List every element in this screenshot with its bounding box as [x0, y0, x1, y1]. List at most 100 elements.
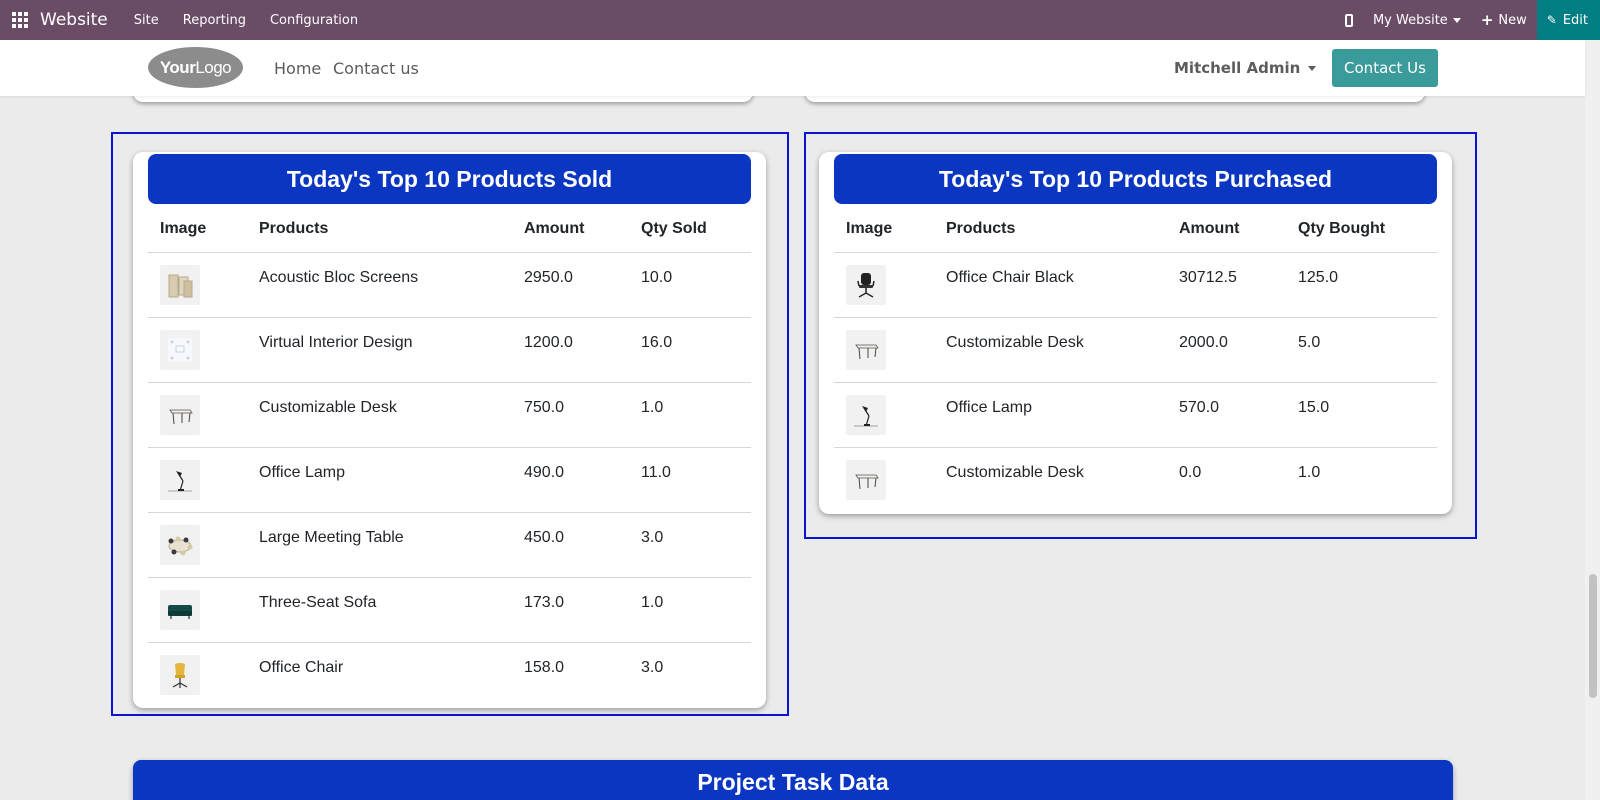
website-switcher[interactable]: My Website: [1369, 13, 1471, 28]
table-row[interactable]: Office Chair Black 30712.5 125.0: [834, 253, 1437, 318]
product-name: Customizable Desk: [259, 398, 397, 416]
caret-down-icon: [1308, 65, 1317, 71]
site-logo[interactable]: Your Logo: [148, 47, 243, 88]
product-amount: 173.0: [524, 593, 565, 611]
mobile-preview-icon[interactable]: [1329, 0, 1369, 40]
project-task-title: Project Task Data: [133, 760, 1453, 800]
screens-icon: [160, 265, 200, 305]
caret-down-icon: [1452, 17, 1461, 23]
purchased-card-title: Today's Top 10 Products Purchased: [834, 154, 1437, 204]
website-header: Your Logo Home Contact us Mitchell Admin …: [0, 40, 1585, 96]
product-name: Customizable Desk: [946, 463, 1084, 481]
table-row[interactable]: Customizable Desk 0.0 1.0: [834, 448, 1437, 513]
office-chair-black-icon: [846, 265, 886, 305]
chair-icon: [160, 655, 200, 695]
product-amount: 450.0: [524, 528, 565, 546]
table-row[interactable]: Customizable Desk 2000.0 5.0: [834, 318, 1437, 383]
project-task-card: Project Task Data: [133, 760, 1453, 800]
product-amount: 158.0: [524, 658, 565, 676]
logo-text: Logo: [195, 57, 232, 77]
table-row[interactable]: Acoustic Bloc Screens 2950.0 10.0: [148, 253, 751, 318]
product-qty: 125.0: [1298, 268, 1339, 286]
sold-table-header: Image Products Amount Qty Sold: [148, 204, 751, 253]
contact-us-button[interactable]: Contact Us: [1332, 49, 1438, 87]
scrollbar-thumb[interactable]: [1589, 574, 1597, 698]
product-name: Acoustic Bloc Screens: [259, 268, 419, 286]
product-qty: 3.0: [641, 658, 664, 676]
desk-icon: [846, 460, 886, 500]
product-qty: 10.0: [641, 268, 673, 286]
product-amount: 2000.0: [1179, 333, 1228, 351]
product-name: Office Lamp: [946, 398, 1032, 416]
purchased-header-amount: Amount: [1179, 219, 1240, 237]
product-qty: 16.0: [641, 333, 673, 351]
product-qty: 11.0: [641, 463, 671, 481]
product-name: Large Meeting Table: [259, 528, 404, 546]
product-amount: 1200.0: [524, 333, 573, 351]
edit-button[interactable]: ✎ Edit: [1536, 0, 1600, 40]
product-name: Three-Seat Sofa: [259, 593, 377, 611]
logo-text-bold: Your: [159, 57, 196, 77]
product-qty: 5.0: [1298, 333, 1321, 351]
product-amount: 2950.0: [524, 268, 573, 286]
page-scrollbar[interactable]: [1585, 40, 1600, 800]
product-qty: 1.0: [641, 398, 664, 416]
plus-icon: +: [1480, 10, 1494, 29]
purchased-header-image: Image: [846, 219, 893, 237]
nav-home[interactable]: Home: [274, 58, 322, 78]
product-amount: 30712.5: [1179, 268, 1237, 286]
product-qty: 3.0: [641, 528, 664, 546]
menu-reporting[interactable]: Reporting: [182, 12, 246, 28]
sold-header-qty: Qty Sold: [641, 219, 707, 237]
odoo-topbar: Website Site Reporting Configuration My …: [0, 0, 1600, 40]
top-products-sold-card: Today's Top 10 Products Sold Image Produ…: [133, 152, 766, 708]
table-row[interactable]: Office Lamp 490.0 11.0: [148, 448, 751, 513]
product-amount: 750.0: [524, 398, 565, 416]
website-switcher-label: My Website: [1372, 12, 1448, 28]
product-name: Office Lamp: [259, 463, 345, 481]
product-qty: 1.0: [641, 593, 664, 611]
purchased-table-header: Image Products Amount Qty Bought: [834, 204, 1437, 253]
apps-menu-icon[interactable]: [0, 0, 40, 40]
product-name: Office Chair Black: [946, 268, 1074, 286]
product-qty: 1.0: [1298, 463, 1321, 481]
product-amount: 570.0: [1179, 398, 1220, 416]
sold-card-title: Today's Top 10 Products Sold: [148, 154, 751, 204]
new-button[interactable]: + New: [1471, 0, 1537, 40]
top-products-purchased-card: Today's Top 10 Products Purchased Image …: [819, 152, 1452, 514]
nav-contact-us[interactable]: Contact us: [333, 58, 419, 78]
product-name: Customizable Desk: [946, 333, 1084, 351]
sold-header-image: Image: [160, 219, 207, 237]
sold-panel-frame: [111, 132, 789, 716]
menu-configuration[interactable]: Configuration: [269, 12, 359, 28]
menu-site[interactable]: Site: [133, 12, 159, 28]
sofa-icon: [160, 590, 200, 630]
table-row[interactable]: Office Chair 158.0 3.0: [148, 643, 751, 708]
purchased-panel-frame: [804, 132, 1477, 539]
topbar-right: My Website + New ✎ Edit: [1329, 0, 1600, 40]
sold-header-products: Products: [259, 219, 329, 237]
product-amount: 490.0: [524, 463, 565, 481]
product-name: Office Chair: [259, 658, 344, 676]
meeting-table-icon: [160, 525, 200, 565]
new-button-label: New: [1498, 12, 1527, 28]
interior-design-icon: [160, 330, 200, 370]
product-qty: 15.0: [1298, 398, 1330, 416]
user-name: Mitchell Admin: [1174, 59, 1301, 77]
user-menu[interactable]: Mitchell Admin: [1174, 40, 1317, 96]
app-name[interactable]: Website: [40, 10, 108, 30]
pencil-icon: ✎: [1546, 13, 1557, 27]
table-row[interactable]: Customizable Desk 750.0 1.0: [148, 383, 751, 448]
product-name: Virtual Interior Design: [259, 333, 413, 351]
table-row[interactable]: Large Meeting Table 450.0 3.0: [148, 513, 751, 578]
purchased-header-qty: Qty Bought: [1298, 219, 1386, 237]
product-amount: 0.0: [1179, 463, 1202, 481]
table-row[interactable]: Office Lamp 570.0 15.0: [834, 383, 1437, 448]
edit-button-label: Edit: [1562, 12, 1588, 28]
desk-icon: [846, 330, 886, 370]
table-row[interactable]: Virtual Interior Design 1200.0 16.0: [148, 318, 751, 383]
desk-icon: [160, 395, 200, 435]
table-row[interactable]: Three-Seat Sofa 173.0 1.0: [148, 578, 751, 643]
sold-header-amount: Amount: [524, 219, 585, 237]
lamp-icon: [160, 460, 200, 500]
